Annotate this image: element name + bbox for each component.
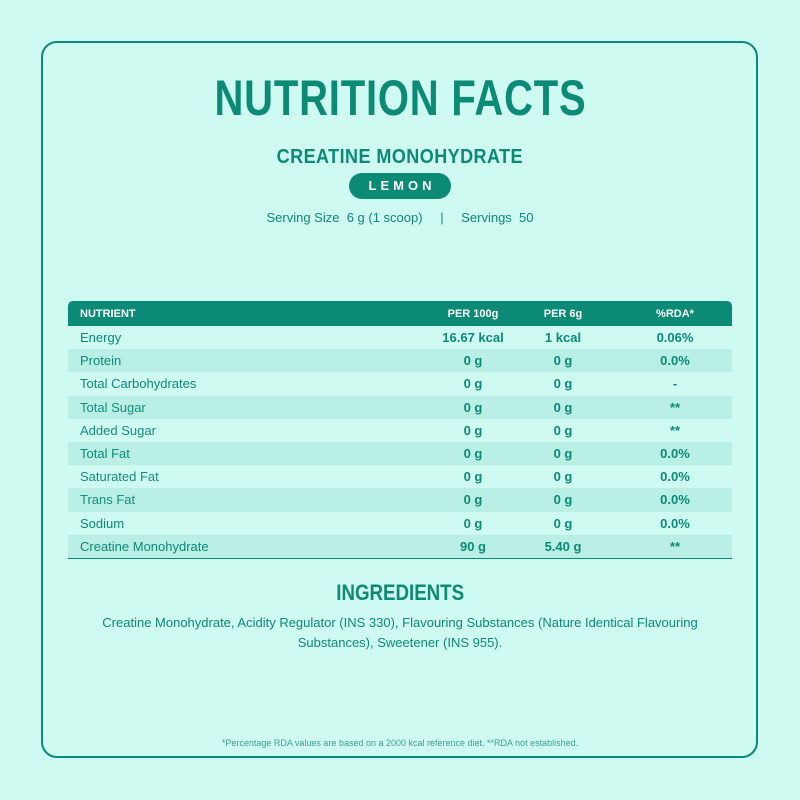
cell-per6g: 0 g	[553, 399, 573, 415]
nutrition-table: NUTRIENT PER 100g PER 6g %RDA* Energy 16.…	[68, 301, 732, 559]
cell-per100g: 0 g	[463, 399, 483, 415]
serving-separator: |	[440, 210, 444, 225]
column-header-rda: %RDA*	[656, 307, 694, 320]
cell-rda: 0.0%	[660, 492, 690, 508]
cell-per6g: 5.40 g	[544, 538, 582, 554]
cell-nutrient: Energy	[80, 330, 122, 346]
table-row: Sodium 0 g 0 g 0.0%	[68, 512, 732, 535]
table-row: Total Sugar 0 g 0 g **	[68, 395, 732, 419]
cell-per100g: 0 g	[463, 353, 483, 369]
table-row: Trans Fat 0 g 0 g 0.0%	[68, 488, 732, 512]
page-title: NUTRITION FACTS	[213, 70, 586, 126]
cell-per6g: 0 g	[553, 376, 573, 392]
table-row: Total Carbohydrates 0 g 0 g -	[68, 372, 732, 395]
cell-rda: **	[669, 422, 681, 438]
flavor-badge-wrap: LEMON	[0, 173, 800, 199]
cell-per100g: 90 g	[459, 538, 486, 554]
table-row: Protein 0 g 0 g 0.0%	[68, 349, 732, 373]
cell-per6g: 0 g	[553, 492, 573, 508]
cell-per6g: 0 g	[553, 422, 573, 438]
cell-nutrient: Total Fat	[80, 446, 130, 462]
table-body: Energy 16.67 kcal 1 kcal 0.06% Protein 0 g 0 g…	[68, 326, 732, 558]
table-row: Saturated Fat 0 g 0 g 0.0%	[68, 465, 732, 488]
cell-per6g: 0 g	[553, 353, 573, 369]
serving-size-value: 6 g (1 scoop)	[346, 210, 423, 225]
label-card	[41, 41, 758, 758]
cell-per100g: 0 g	[463, 446, 483, 462]
cell-rda: -	[672, 376, 678, 392]
cell-per100g: 0 g	[463, 422, 483, 438]
table-row: Total Fat 0 g 0 g 0.0%	[68, 441, 732, 466]
table-row: Creatine Monohydrate 90 g 5.40 g **	[68, 534, 732, 558]
serving-info: Serving Size 6 g (1 scoop) | Servings 50	[0, 209, 800, 227]
cell-nutrient: Creatine Monohydrate	[80, 538, 209, 554]
cell-rda: 0.0%	[660, 469, 690, 485]
serving-size-label: Serving Size	[266, 210, 340, 225]
cell-rda: 0.0%	[660, 515, 690, 531]
cell-per6g: 1 kcal	[544, 330, 582, 346]
servings-value: 50	[519, 210, 534, 225]
cell-rda: 0.0%	[660, 353, 690, 369]
cell-nutrient: Protein	[80, 353, 122, 369]
cell-per100g: 0 g	[463, 376, 483, 392]
table-bottom-rule	[68, 557, 732, 559]
cell-rda: 0.06%	[656, 330, 694, 346]
cell-nutrient: Total Sugar	[80, 399, 146, 415]
product-name: CREATINE MONOHYDRATE	[276, 146, 524, 168]
column-header-per100g: PER 100g	[447, 307, 499, 320]
cell-nutrient: Trans Fat	[80, 492, 136, 508]
cell-per100g: 16.67 kcal	[442, 330, 504, 346]
cell-per100g: 0 g	[463, 492, 483, 508]
cell-nutrient: Saturated Fat	[80, 469, 159, 485]
cell-per6g: 0 g	[553, 469, 573, 485]
cell-rda: **	[669, 399, 681, 415]
table-row: Energy 16.67 kcal 1 kcal 0.06%	[68, 326, 732, 349]
cell-per6g: 0 g	[553, 515, 573, 531]
table-row: Added Sugar 0 g 0 g **	[68, 419, 732, 442]
cell-nutrient: Added Sugar	[80, 422, 156, 438]
ingredients-title: INGREDIENTS	[336, 580, 464, 605]
cell-rda: **	[669, 538, 681, 554]
column-header-per6g: PER 6g	[543, 307, 583, 320]
cell-per100g: 0 g	[463, 469, 483, 485]
cell-nutrient: Total Carbohydrates	[80, 376, 197, 392]
servings-label: Servings	[461, 210, 512, 225]
cell-rda: 0.0%	[660, 446, 690, 462]
cell-nutrient: Sodium	[80, 515, 125, 531]
flavor-badge: LEMON	[348, 173, 452, 199]
table-header: NUTRIENT PER 100g PER 6g %RDA*	[68, 301, 732, 326]
footnote: *Percentage RDA values are based on a 20…	[221, 738, 579, 748]
cell-per6g: 0 g	[553, 446, 573, 462]
ingredients-text: Creatine Monohydrate, Acidity Regulator …	[102, 615, 698, 650]
cell-per100g: 0 g	[463, 515, 483, 531]
column-header-nutrient: NUTRIENT	[80, 307, 136, 320]
